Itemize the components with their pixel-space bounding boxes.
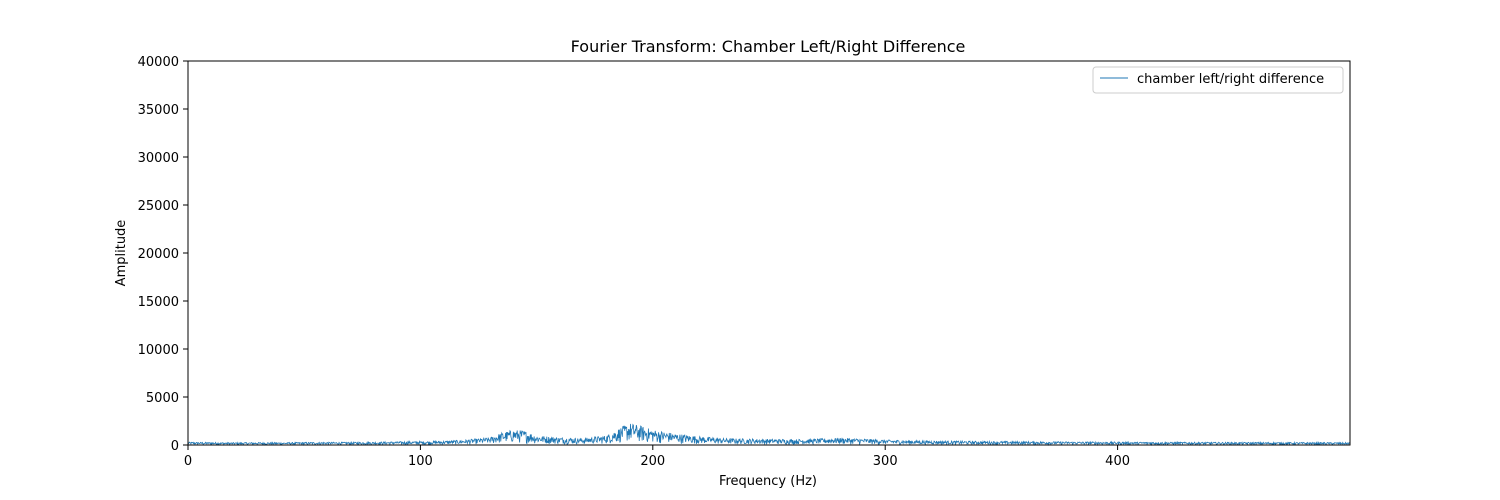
x-tick-label: 0 [184, 454, 192, 469]
y-tick-label: 35000 [138, 103, 179, 118]
line-layer [187, 423, 1351, 447]
x-tick-label: 300 [873, 454, 898, 469]
chart-title: Fourier Transform: Chamber Left/Right Di… [571, 37, 966, 56]
x-axis: 0 100 200 300 400 [184, 445, 1130, 469]
plot-area [187, 60, 1351, 447]
y-tick-label: 40000 [138, 55, 179, 70]
series-line [187, 423, 1351, 447]
y-axis-label: Amplitude [114, 220, 129, 287]
y-tick-label: 25000 [138, 199, 179, 214]
y-tick-label: 30000 [138, 151, 179, 166]
x-axis-label: Frequency (Hz) [719, 474, 817, 489]
legend: chamber left/right difference [1092, 66, 1344, 94]
x-tick-label: 200 [640, 454, 665, 469]
x-tick-label: 400 [1105, 454, 1130, 469]
y-tick-label: 5000 [146, 391, 179, 406]
legend-box [1092, 66, 1344, 94]
y-tick-label: 10000 [138, 343, 179, 358]
y-tick-label: 15000 [138, 295, 179, 310]
y-tick-label: 0 [171, 439, 179, 454]
y-tick-label: 20000 [138, 247, 179, 262]
plot-background [188, 61, 1350, 445]
x-tick-label: 100 [408, 454, 433, 469]
y-axis: 0 5000 10000 15000 20000 25000 30000 35000 40000 [138, 55, 188, 454]
legend-label: chamber left/right difference [1137, 72, 1324, 87]
